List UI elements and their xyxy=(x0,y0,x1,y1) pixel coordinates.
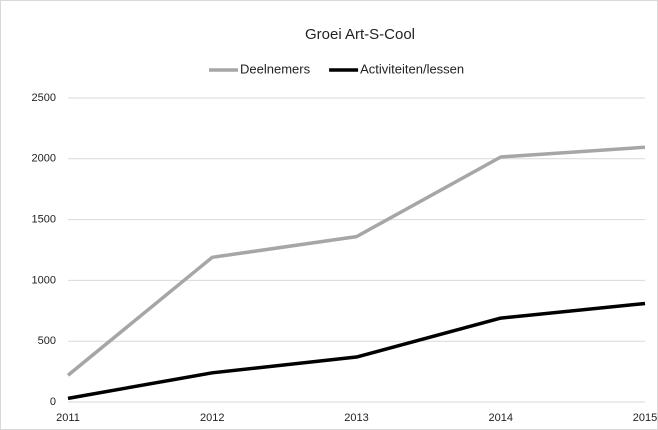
x-tick-label: 2013 xyxy=(344,412,368,424)
line xyxy=(67,301,646,401)
legend-label: Activiteiten/lessen xyxy=(360,61,464,76)
x-tick-label: 2012 xyxy=(200,412,224,424)
y-tick-label: 1000 xyxy=(32,274,56,286)
line xyxy=(66,145,646,377)
y-tick-label: 1500 xyxy=(32,214,56,226)
y-tick-label: 2000 xyxy=(32,153,56,165)
y-tick-label: 0 xyxy=(50,396,56,408)
chart-title: Groei Art-S-Cool xyxy=(305,26,415,43)
y-tick-label: 500 xyxy=(38,335,56,347)
x-tick-label: 2014 xyxy=(489,412,513,424)
x-tick-label: 2011 xyxy=(56,412,80,424)
legend-label: Deelnemers xyxy=(240,61,311,76)
y-tick-label: 2500 xyxy=(32,92,56,104)
x-tick-label: 2015 xyxy=(633,412,657,424)
